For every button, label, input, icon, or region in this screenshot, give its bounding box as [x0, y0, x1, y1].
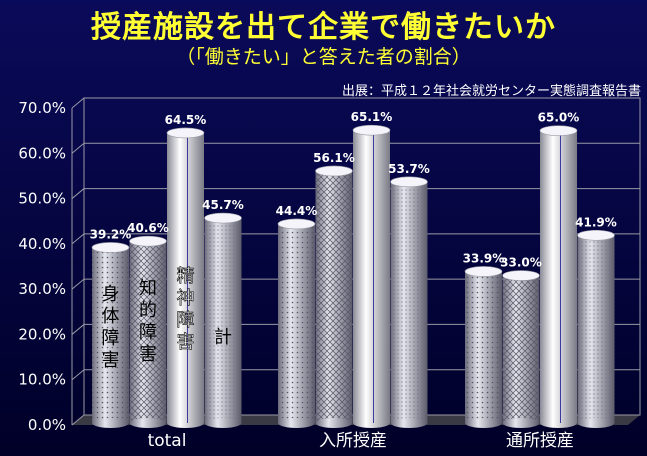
x-axis: total 入所授産 通所授産 — [148, 431, 574, 451]
data-label: 33.9% — [463, 251, 505, 265]
category-label: 入所授産 — [319, 431, 387, 451]
data-label: 65.1% — [351, 110, 393, 124]
y-tick-label: 40.0% — [18, 235, 66, 253]
grid-diag — [71, 278, 85, 290]
bar — [464, 266, 503, 428]
grid-diag — [71, 142, 85, 154]
series-label: 計 — [214, 327, 232, 348]
series-label: 精神障害 — [177, 266, 195, 353]
grid-diag — [71, 414, 85, 426]
y-tick-label: 70.0% — [18, 99, 66, 117]
series-label: 知的障害 — [139, 278, 157, 365]
bar — [129, 235, 167, 428]
bar — [352, 124, 391, 428]
y-tick-label: 10.0% — [18, 371, 66, 389]
y-tick-label: 60.0% — [18, 144, 66, 162]
data-label: 56.1% — [313, 151, 355, 165]
y-axis: 0.0% 10.0% 20.0% 30.0% 40.0% 50.0% 60.0% 70.0% — [18, 99, 66, 434]
grid-diag — [71, 233, 85, 245]
data-label: 33.0% — [500, 256, 542, 270]
data-label: 64.5% — [165, 113, 207, 127]
y-tick-label: 30.0% — [18, 280, 66, 298]
y-tick-label: 0.0% — [28, 416, 66, 434]
bar — [91, 242, 130, 428]
data-label: 65.0% — [538, 111, 580, 125]
y-tick-label: 50.0% — [18, 190, 66, 208]
bars — [91, 124, 615, 428]
bar — [315, 165, 353, 428]
category-label: 通所授産 — [506, 431, 574, 451]
source-note: 出展：平成１２年社会就労センター実態調査報告書 — [341, 84, 641, 99]
bar — [539, 125, 578, 428]
bar — [277, 218, 316, 428]
chart-subtitle: （「働きたい」と答えた者の割合） — [176, 46, 471, 68]
data-label: 40.6% — [127, 221, 169, 235]
data-label: 45.7% — [202, 198, 244, 212]
chart-title: 授産施設を出て企業で働きたいか — [91, 10, 556, 45]
bar — [577, 229, 615, 428]
data-label: 53.7% — [388, 162, 430, 176]
data-label: 41.9% — [575, 215, 617, 229]
bar — [390, 176, 428, 428]
bar — [204, 212, 242, 428]
grid-diag — [71, 324, 85, 335]
grid-diag — [71, 188, 85, 199]
grid-diag — [71, 369, 85, 381]
series-label: 身体障害 — [102, 284, 120, 371]
category-label: total — [148, 431, 187, 451]
bar — [502, 270, 540, 428]
data-label: 39.2% — [90, 227, 132, 241]
bar — [166, 127, 205, 428]
y-tick-label: 20.0% — [18, 325, 66, 343]
data-label: 44.4% — [276, 204, 318, 218]
grid-diag — [71, 97, 85, 109]
data-labels: 39.2% 身体障害 40.6% 知的障害 64.5% 精神障害 45.7% 計 44.4% 56… — [90, 110, 617, 371]
